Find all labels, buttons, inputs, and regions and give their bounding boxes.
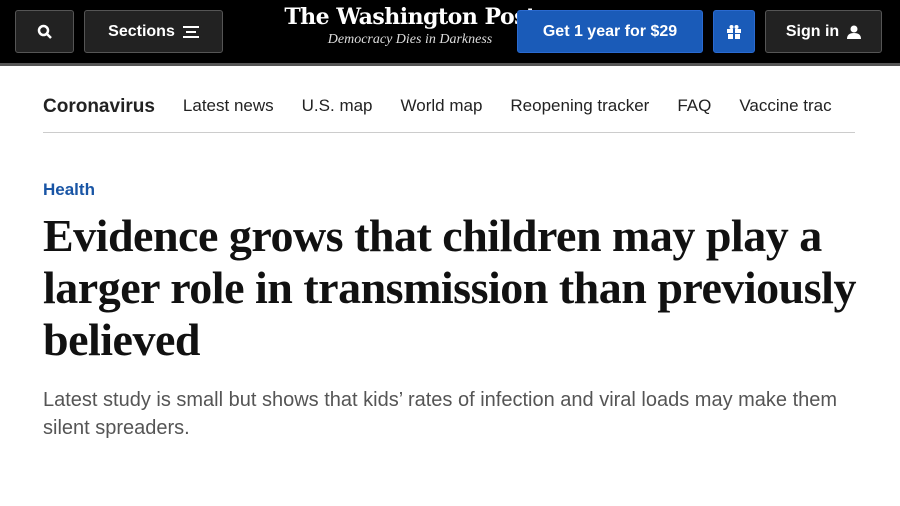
nav-latest-news[interactable]: Latest news xyxy=(182,96,274,115)
nav-reopening-tracker[interactable]: Reopening tracker xyxy=(510,96,650,115)
headline: Evidence grows that children may play a … xyxy=(43,210,856,365)
gift-button[interactable] xyxy=(713,10,755,53)
section-nav: Coronavirus Latest news U.S. map World m… xyxy=(43,96,855,133)
sections-label: Sections xyxy=(108,22,175,40)
sign-in-label: Sign in xyxy=(785,22,840,40)
search-icon xyxy=(37,24,52,39)
nav-vaccine-tracker[interactable]: Vaccine trac xyxy=(739,96,832,115)
nav-coronavirus[interactable]: Coronavirus xyxy=(43,96,155,117)
nav-us-map[interactable]: U.S. map xyxy=(301,96,373,115)
subscribe-button[interactable]: Get 1 year for $29 xyxy=(517,10,703,53)
article-kicker[interactable]: Health xyxy=(43,180,95,199)
sign-in-button[interactable]: Sign in xyxy=(765,10,882,53)
nav-faq[interactable]: FAQ xyxy=(677,96,712,115)
top-bar: Sections The Washington Post Democracy D… xyxy=(0,0,900,66)
logo[interactable]: The Washington Post Democracy Dies in Da… xyxy=(270,4,550,48)
sections-button[interactable]: Sections xyxy=(84,10,223,53)
nav-world-map[interactable]: World map xyxy=(400,96,483,115)
tagline: Democracy Dies in Darkness xyxy=(327,32,493,47)
subheadline: Latest study is small but shows that kid… xyxy=(43,389,838,439)
logo-name: The Washington Post xyxy=(284,4,536,30)
menu-icon xyxy=(182,25,199,38)
search-button[interactable] xyxy=(15,10,74,53)
gift-icon xyxy=(727,24,741,39)
user-icon xyxy=(847,25,862,39)
